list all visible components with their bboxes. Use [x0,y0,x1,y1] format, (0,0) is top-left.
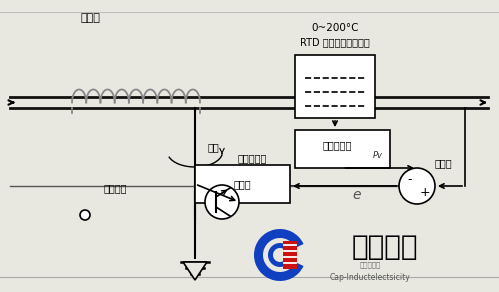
Text: 控制元件: 控制元件 [103,183,127,193]
Text: 电流: 电流 [207,142,219,152]
Polygon shape [183,262,207,280]
Text: 当前值: 当前值 [434,158,452,168]
Text: 修正偏移量: 修正偏移量 [238,153,267,163]
Text: 控制器: 控制器 [234,179,251,189]
Text: 信号放大器: 信号放大器 [323,140,352,150]
Text: 0~200°C: 0~200°C [311,23,359,33]
Circle shape [399,168,435,204]
Text: 加热器: 加热器 [80,13,100,23]
Bar [195,165,290,203]
Text: +: + [420,185,430,199]
Text: Pv: Pv [372,152,383,161]
Text: 内蒙古理荣: 内蒙古理荣 [359,262,381,268]
Text: 容感电气: 容感电气 [352,233,418,261]
Circle shape [205,185,239,219]
Bar [283,241,297,269]
Text: -: - [408,173,412,187]
Wedge shape [254,229,303,281]
Text: Cap-Inductelectsicity: Cap-Inductelectsicity [330,272,410,281]
Circle shape [80,210,90,220]
Wedge shape [268,243,291,267]
Bar [295,55,375,118]
Bar [295,130,390,168]
Text: RTD 电阵式温度传感器: RTD 电阵式温度传感器 [300,37,370,47]
Text: e: e [353,188,361,202]
